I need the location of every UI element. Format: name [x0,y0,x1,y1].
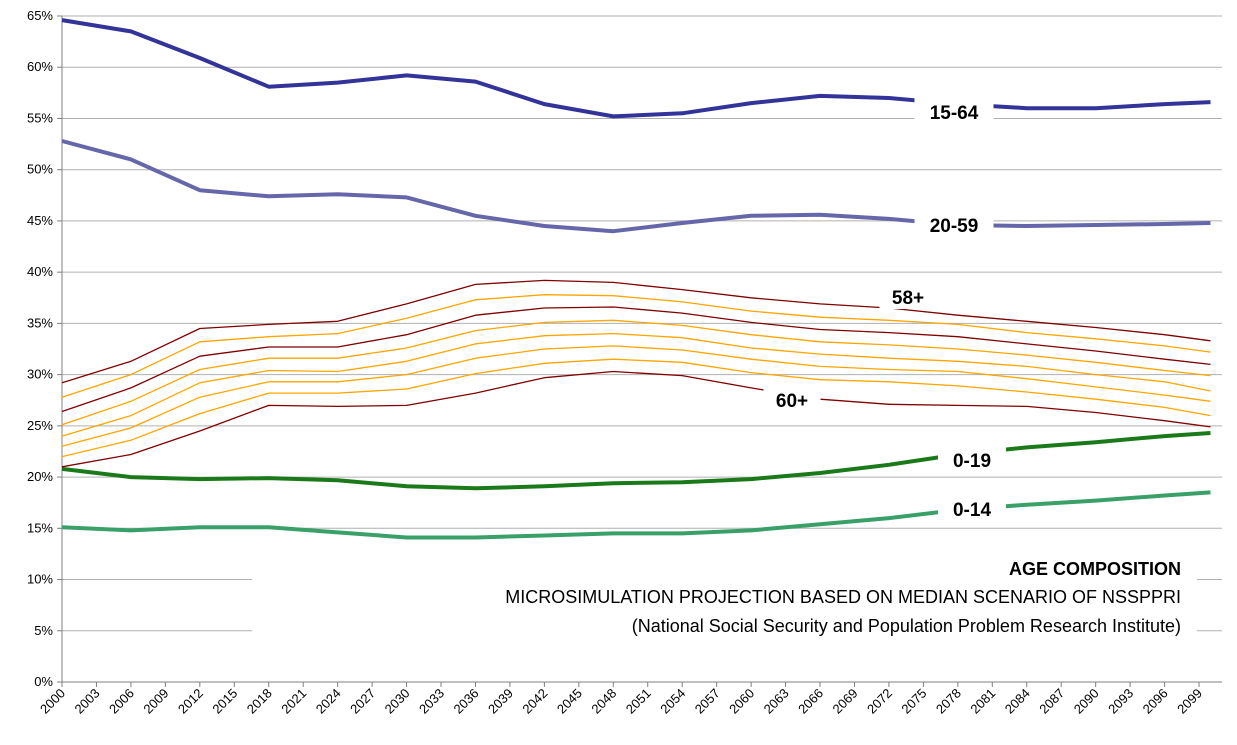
series-label-box [763,386,821,412]
x-tick-label: 2060 [726,686,757,717]
x-tick-label: 2054 [657,686,688,717]
series-line [61,139,1211,234]
x-tick-label: 2066 [795,686,826,717]
x-tick-label: 2057 [692,686,723,717]
x-tick-label: 2021 [278,686,309,717]
x-tick-label: 2000 [37,686,68,717]
y-tick-label: 10% [27,572,53,587]
x-tick-label: 2012 [175,686,206,717]
series-line [61,279,1211,384]
series-line [61,306,1211,413]
x-tick-label: 2045 [554,686,585,717]
series-line [61,18,1211,119]
x-tick-label: 2087 [1036,686,1067,717]
annotation: MICROSIMULATION PROJECTION BASED ON MEDI… [505,587,1181,607]
series-label-box [914,211,994,237]
x-tick-label: 2009 [140,686,171,717]
x-tick-label: 2072 [864,686,895,717]
x-tick-label: 2030 [382,686,413,717]
y-tick-label: 30% [27,367,53,382]
y-tick-label: 35% [27,315,53,330]
series-line [61,319,1211,426]
y-tick-label: 25% [27,418,53,433]
x-tick-label: 2051 [623,686,654,717]
x-tick-label: 2006 [106,686,137,717]
series-line [61,370,1211,468]
x-tick-label: 2048 [588,686,619,717]
series-label: 60+ [776,391,808,412]
x-tick-label: 2081 [967,686,998,717]
y-tick-label: 5% [34,623,53,638]
series-label-box [879,283,937,309]
x-tick-label: 2042 [519,686,550,717]
x-tick-label: 2069 [830,686,861,717]
series-label-box [938,446,1006,472]
y-tick-label: 0% [34,674,53,689]
annotation-box [252,556,1197,648]
annotation: AGE COMPOSITION [1009,559,1181,579]
x-tick-label: 2096 [1140,686,1171,717]
series-line [61,345,1211,447]
y-tick-label: 20% [27,469,53,484]
x-tick-label: 2036 [451,686,482,717]
x-tick-label: 2003 [72,686,103,717]
x-tick-label: 2039 [485,686,516,717]
y-tick-label: 55% [27,110,53,125]
x-tick-label: 2099 [1174,686,1205,717]
x-tick-label: 2063 [761,686,792,717]
series-line [61,490,1211,540]
series-label-box [914,98,994,124]
x-tick-label: 2027 [347,686,378,717]
series-label: 15-64 [930,103,979,124]
x-tick-label: 2018 [244,686,275,717]
series-label: 20-59 [930,216,979,237]
x-tick-label: 2078 [933,686,964,717]
y-tick-label: 45% [27,213,53,228]
series-label: 58+ [892,288,924,309]
x-tick-label: 2033 [416,686,447,717]
x-tick-label: 2075 [898,686,929,717]
series-line [61,358,1211,458]
y-tick-label: 15% [27,520,53,535]
x-tick-label: 2090 [1071,686,1102,717]
x-tick-label: 2084 [1002,686,1033,717]
series-label: 0-14 [953,500,991,521]
x-tick-label: 2015 [209,686,240,717]
y-tick-label: 60% [27,59,53,74]
x-tick-label: 2093 [1105,686,1136,717]
series-line [61,294,1211,398]
series-line [61,332,1211,437]
series-label: 0-19 [953,451,991,472]
annotation: (National Social Security and Population… [632,616,1181,636]
series-line [61,431,1211,491]
y-tick-label: 50% [27,162,53,177]
y-tick-label: 40% [27,264,53,279]
series-label-box [938,495,1006,521]
y-tick-label: 65% [27,8,53,23]
x-tick-label: 2024 [313,686,344,717]
